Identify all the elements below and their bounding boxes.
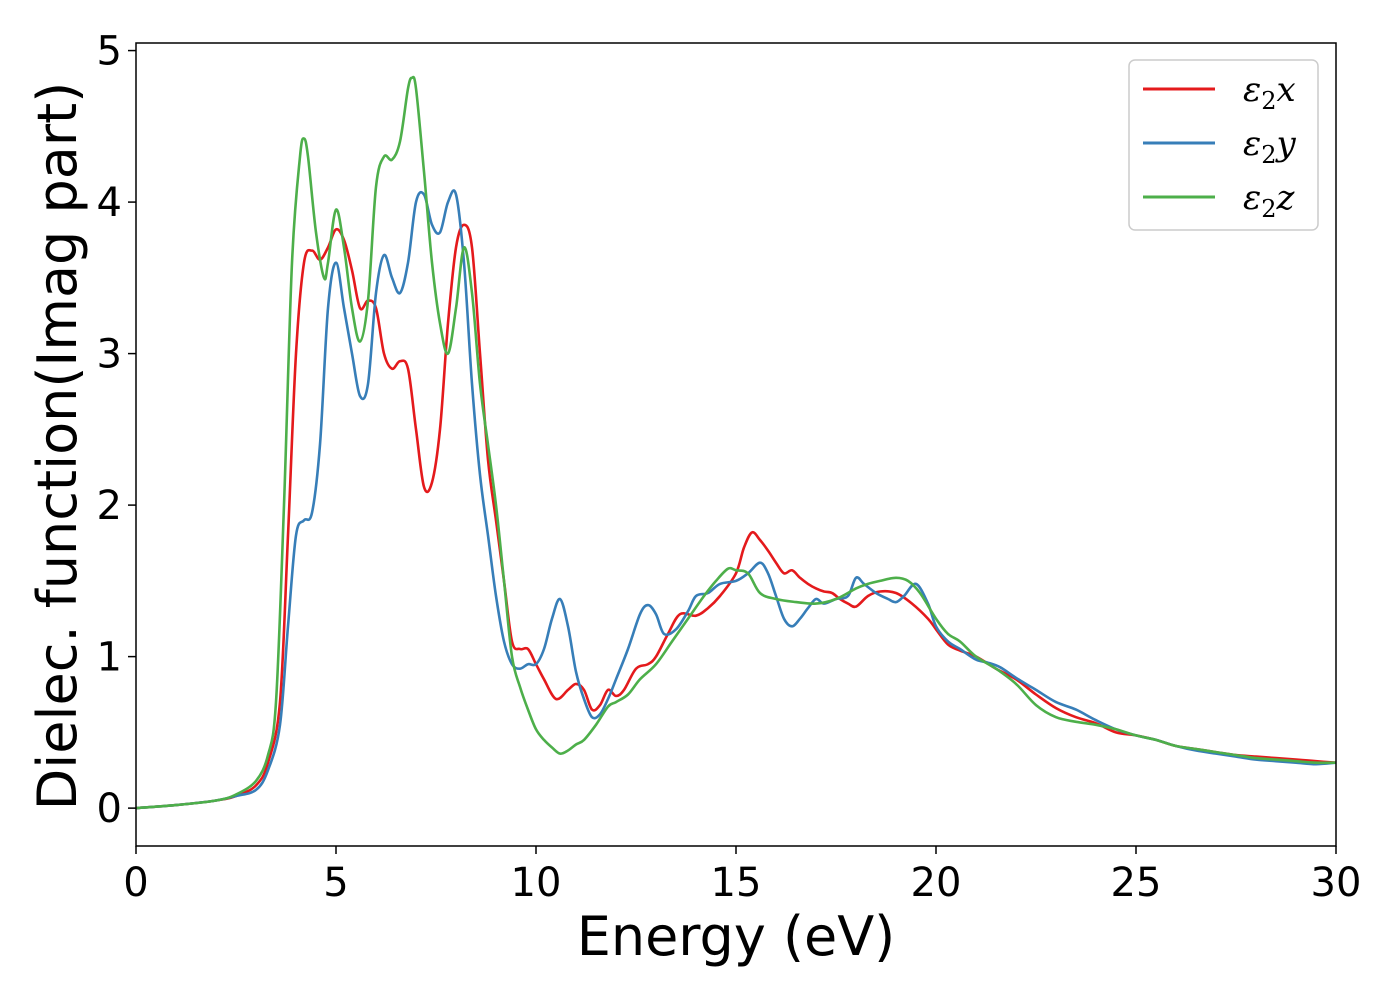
legend: ε2x ε2y ε2z [1128, 59, 1319, 231]
y-tick-label: 1 [97, 635, 122, 681]
x-tick-label: 15 [711, 860, 762, 906]
y-axis-title: Dielec. function(Imag part) [26, 82, 89, 811]
x-tick-label: 5 [323, 860, 348, 906]
y-tick-label: 0 [97, 786, 122, 832]
x-axis-title: Energy (eV) [577, 905, 896, 968]
y-tick-label: 5 [97, 29, 122, 75]
x-tick-label: 10 [511, 860, 562, 906]
legend-label-y: ε2y [1243, 124, 1297, 169]
legend-label-x: ε2x [1243, 70, 1296, 115]
x-tick-label: 25 [1111, 860, 1162, 906]
y-axis: 0 1 2 3 4 5 [97, 29, 136, 832]
x-tick-label: 0 [123, 860, 148, 906]
y-tick-label: 4 [97, 180, 122, 226]
y-tick-label: 2 [97, 483, 122, 529]
legend-label-z: ε2z [1243, 178, 1296, 223]
legend-box [1128, 59, 1319, 231]
series-layer [135, 75, 1337, 810]
x-tick-label: 20 [911, 860, 962, 906]
x-axis: 0 5 10 15 20 25 30 [123, 846, 1361, 906]
series-line-y [135, 189, 1337, 810]
y-tick-label: 3 [97, 332, 122, 378]
series-line-z [135, 75, 1337, 810]
x-tick-label: 30 [1311, 860, 1362, 906]
